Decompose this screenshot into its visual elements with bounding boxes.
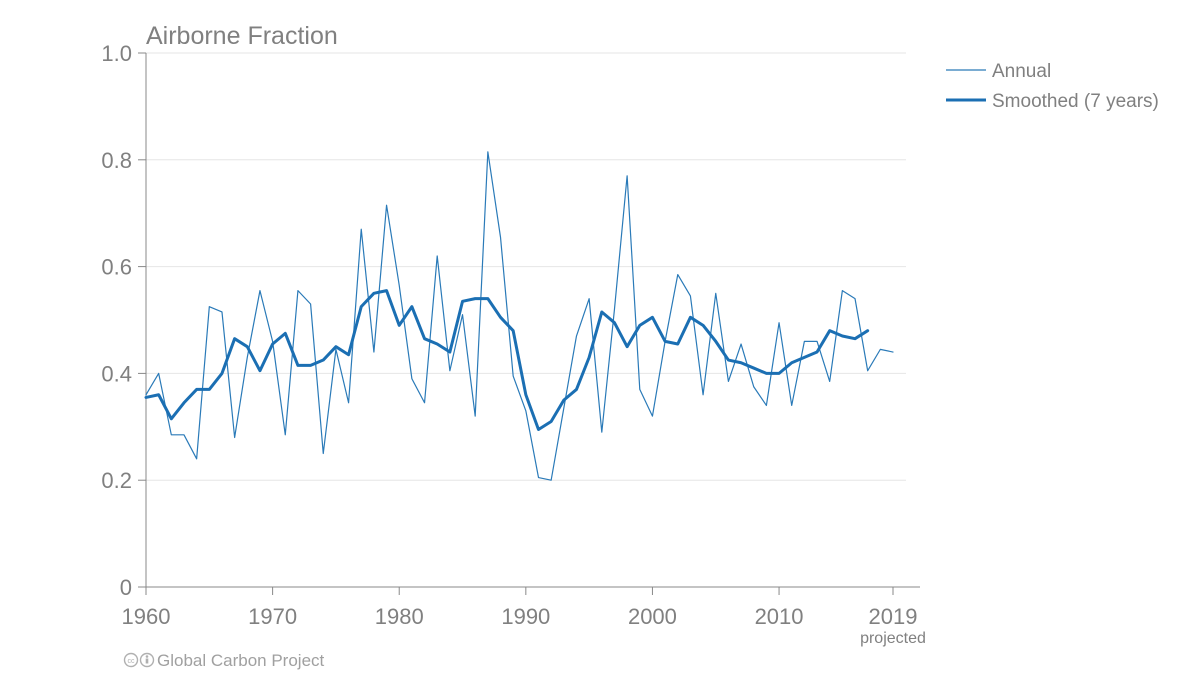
y-tick-label-1.0: 1.0 [101,41,132,66]
y-tick-label-0.8: 0.8 [101,148,132,173]
y-tick-label-0.4: 0.4 [101,361,132,386]
legend-smoothed-label: Smoothed (7 years) [992,91,1159,112]
grid-lines [146,52,906,481]
credit-text: Global Carbon Project [157,651,325,670]
x-tick-note: projected [860,630,926,647]
chart-title: Airborne Fraction [146,22,338,50]
x-tick-label-2010: 2010 [755,604,804,629]
tick-labels: 0 0.2 0.4 0.6 0.8 1.0 1960 1970 1980 1990 2000 2010… [101,41,917,629]
series-lines [144,151,894,481]
x-tick-label-1980: 1980 [375,604,424,629]
y-tick-label-0: 0 [120,575,132,600]
y-tick-label-0.2: 0.2 [101,468,132,493]
series-line-smoothed [144,289,870,431]
cc-by-icon: cc [123,652,155,668]
x-tick-label-2000: 2000 [628,604,677,629]
footer-credit: cc Global Carbon Project [123,651,325,670]
legend-annual-label: Annual [992,61,1051,82]
x-tick-label-1970: 1970 [248,604,297,629]
legend: Annual Smoothed (7 years) [946,61,1159,112]
y-tick-label-0.6: 0.6 [101,255,132,280]
x-tick-label-1960: 1960 [122,604,171,629]
series-line-annual [145,151,894,481]
svg-text:cc: cc [128,658,136,665]
x-tick-label-2019: 2019 [869,604,918,629]
x-tick-label-1990: 1990 [501,604,550,629]
axes [138,52,920,595]
